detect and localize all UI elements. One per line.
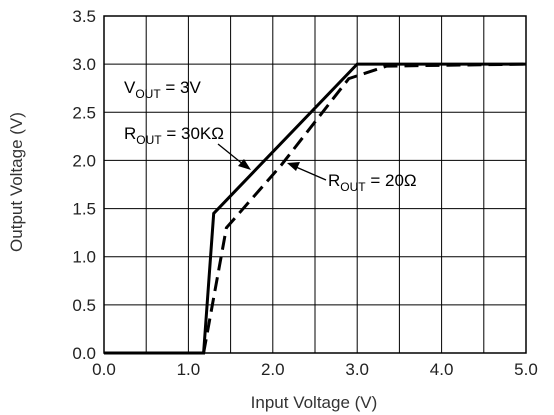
y-tick-label: 0.5 bbox=[72, 296, 96, 315]
plot-frame bbox=[103, 15, 527, 354]
y-tick-label: 2.0 bbox=[72, 151, 96, 170]
x-tick-label: 5.0 bbox=[514, 360, 538, 379]
y-tick-label: 2.5 bbox=[72, 103, 96, 122]
y-tick-label: 1.0 bbox=[72, 248, 96, 267]
y-tick-label: 0.0 bbox=[72, 344, 96, 363]
series-line-rout-20 bbox=[202, 62, 527, 354]
x-tick-label: 4.0 bbox=[430, 360, 454, 379]
x-axis-title: Input Voltage (V) bbox=[251, 393, 378, 412]
y-tick-label: 3.5 bbox=[72, 7, 96, 26]
x-tick-label: 0.0 bbox=[92, 360, 116, 379]
y-axis-title: Output Voltage (V) bbox=[7, 112, 26, 252]
grid bbox=[104, 16, 526, 353]
x-tick-label: 3.0 bbox=[345, 360, 369, 379]
arrow-rout-20-head bbox=[287, 162, 300, 171]
y-tick-label: 3.0 bbox=[72, 55, 96, 74]
x-tick-labels: 0.0 1.0 2.0 3.0 4.0 5.0 bbox=[92, 360, 538, 379]
y-tick-labels: 0.0 0.5 1.0 1.5 2.0 2.5 3.0 3.5 bbox=[72, 7, 96, 363]
annotation-vout: VOUT = 3V bbox=[124, 78, 202, 101]
x-tick-label: 1.0 bbox=[177, 360, 201, 379]
arrow-rout-30k bbox=[217, 143, 245, 166]
arrow-rout-20 bbox=[295, 166, 327, 181]
arrow-rout-30k-head bbox=[238, 159, 251, 170]
y-tick-label: 1.5 bbox=[72, 200, 96, 219]
x-tick-label: 2.0 bbox=[261, 360, 285, 379]
annotation-rout-30k: ROUT = 30KΩ bbox=[124, 124, 224, 147]
annotation-rout-20: ROUT = 20Ω bbox=[328, 171, 417, 194]
